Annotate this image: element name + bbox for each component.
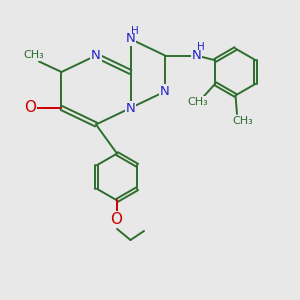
Text: N: N: [160, 85, 170, 98]
Text: CH₃: CH₃: [23, 50, 44, 60]
Text: N: N: [126, 32, 135, 46]
Text: H: H: [196, 42, 204, 52]
Text: CH₃: CH₃: [188, 97, 208, 107]
Text: O: O: [24, 100, 36, 116]
Text: N: N: [91, 49, 101, 62]
Text: CH₃: CH₃: [232, 116, 254, 126]
Text: N: N: [192, 49, 201, 62]
Text: N: N: [126, 101, 135, 115]
Text: H: H: [130, 26, 138, 36]
Text: O: O: [110, 212, 122, 226]
